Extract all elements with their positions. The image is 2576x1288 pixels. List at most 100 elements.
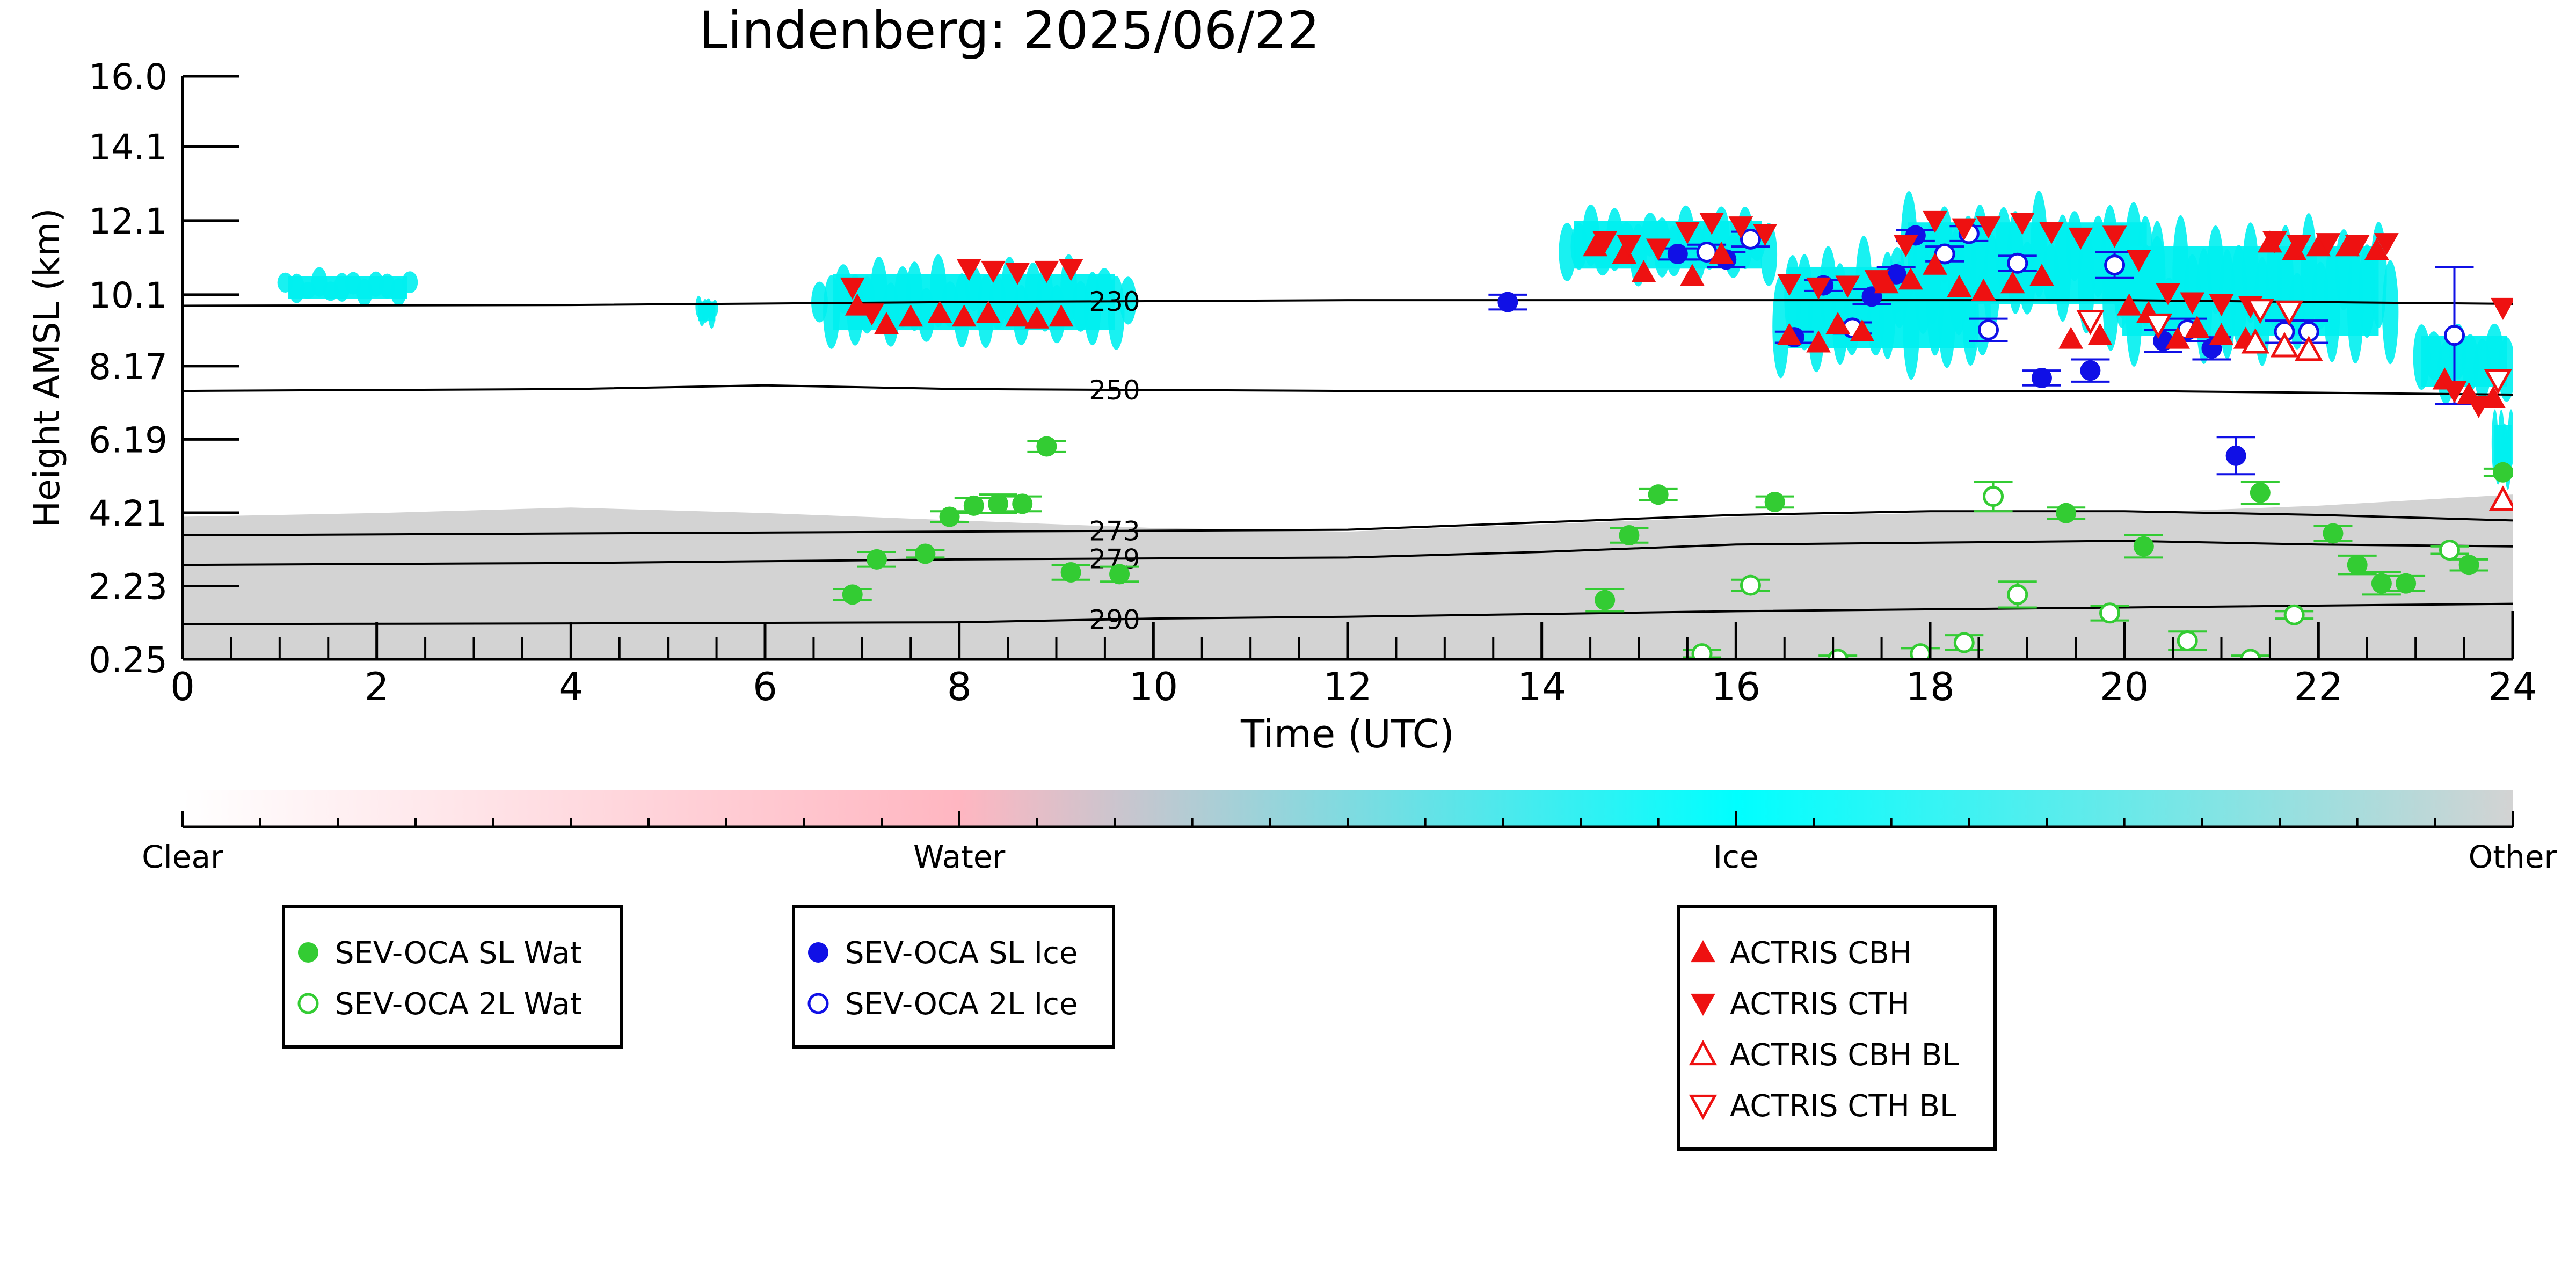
data-point — [1060, 562, 1081, 583]
series-group — [833, 436, 2513, 613]
data-point — [2250, 482, 2271, 503]
data-point — [1667, 243, 1688, 264]
data-point — [1953, 632, 1975, 653]
data-point — [2246, 299, 2275, 324]
data-point — [2209, 294, 2234, 317]
data-point — [2000, 271, 2025, 294]
ice-cloud-streak — [1559, 222, 1576, 281]
data-point — [2031, 367, 2052, 388]
data-point — [1835, 275, 1860, 298]
data-point — [808, 942, 828, 963]
legend-box: ACTRIS CBH ACTRIS CTH ACTRIS CBH BL ACTRIS … — [1677, 905, 1997, 1151]
x-tick-label: 6 — [753, 664, 777, 709]
data-point — [1049, 304, 1074, 327]
data-point — [939, 506, 960, 527]
isotherm-label: 290 — [1089, 605, 1140, 636]
series-group — [2076, 299, 2513, 395]
data-point — [1689, 1039, 1718, 1066]
data-point — [2209, 323, 2234, 345]
data-point — [2029, 264, 2054, 286]
data-point — [1036, 436, 1057, 457]
legend-box: SEV-OCA SL Wat SEV-OCA 2L Wat — [282, 905, 623, 1049]
colorbar-label: Other — [2469, 839, 2557, 875]
x-tick-label: 2 — [365, 664, 389, 709]
x-tick-label: 0 — [170, 664, 195, 709]
y-tick-label: 6.19 — [89, 419, 168, 461]
data-point — [2104, 254, 2126, 276]
legend-frame — [282, 905, 623, 1049]
data-point — [2156, 283, 2180, 305]
x-tick-label: 22 — [2294, 664, 2344, 709]
data-point — [1728, 216, 1753, 239]
series-group — [840, 210, 2513, 418]
legend-label: ACTRIS CTH — [1730, 987, 1910, 1022]
data-point — [2007, 252, 2028, 274]
legend-label: ACTRIS CTH BL — [1730, 1089, 1956, 1124]
isotherm-label: 273 — [1089, 516, 1140, 547]
data-point — [1886, 264, 1906, 285]
data-point — [1709, 241, 1734, 264]
ice-cloud-streak — [288, 273, 305, 303]
isotherm-line — [183, 299, 2513, 307]
x-tick-label: 4 — [558, 664, 583, 709]
data-point — [1952, 218, 1977, 241]
data-point — [866, 549, 887, 570]
data-point — [2466, 396, 2491, 418]
data-point — [1971, 278, 1996, 301]
ice-cloud-streak — [2413, 324, 2431, 390]
data-point — [1976, 216, 2001, 239]
isotherm-label: 230 — [1089, 286, 1140, 317]
data-point — [2275, 300, 2304, 326]
data-point — [2185, 315, 2210, 338]
series-group — [1683, 481, 2469, 659]
y-tick-label: 12.1 — [89, 201, 168, 242]
data-point — [1777, 274, 1802, 296]
legend-label: SEV-OCA 2L Wat — [335, 987, 582, 1022]
data-point — [1923, 210, 1947, 233]
data-point — [2364, 238, 2389, 260]
data-point — [2116, 293, 2142, 316]
data-point — [956, 259, 981, 281]
data-point — [2241, 328, 2270, 354]
data-point — [2345, 235, 2370, 257]
data-point — [1864, 270, 1889, 293]
y-tick-label: 8.17 — [89, 346, 168, 388]
isotherm-line — [183, 510, 2513, 537]
y-axis-label: Height AMSL (km) — [26, 208, 68, 528]
ice-cloud-streak — [711, 300, 718, 317]
data-point — [2347, 555, 2368, 576]
data-point — [1978, 319, 1999, 340]
data-point — [1898, 267, 1923, 290]
ice-cloud-streak — [402, 271, 418, 294]
data-point — [2225, 445, 2246, 466]
data-point — [1691, 940, 1715, 963]
data-point — [2287, 235, 2312, 257]
data-point — [1595, 590, 1616, 610]
data-point — [963, 495, 984, 516]
data-point — [2165, 326, 2190, 349]
data-point — [2076, 309, 2105, 336]
data-point — [2039, 222, 2064, 244]
colorbar-label: Clear — [142, 839, 223, 875]
data-point — [2080, 360, 2101, 381]
y-tick-label: 4.21 — [89, 493, 168, 534]
data-point — [1005, 263, 1030, 285]
data-point — [2068, 227, 2093, 250]
data-point — [1806, 277, 1831, 300]
data-point — [2007, 584, 2028, 605]
ice-cloud-patch — [695, 295, 718, 329]
data-point — [2087, 323, 2113, 345]
data-point — [2240, 649, 2261, 659]
data-point — [1699, 213, 1724, 235]
x-tick-label: 18 — [1905, 664, 1955, 709]
data-point — [1034, 260, 1059, 283]
legend-label: ACTRIS CBH — [1730, 936, 1912, 971]
other-region — [183, 494, 2513, 659]
data-point — [2010, 213, 2035, 235]
data-point — [1691, 643, 1713, 659]
data-point — [1592, 231, 1618, 253]
series-group — [2241, 328, 2513, 511]
colorbar-label: Water — [913, 839, 1006, 875]
